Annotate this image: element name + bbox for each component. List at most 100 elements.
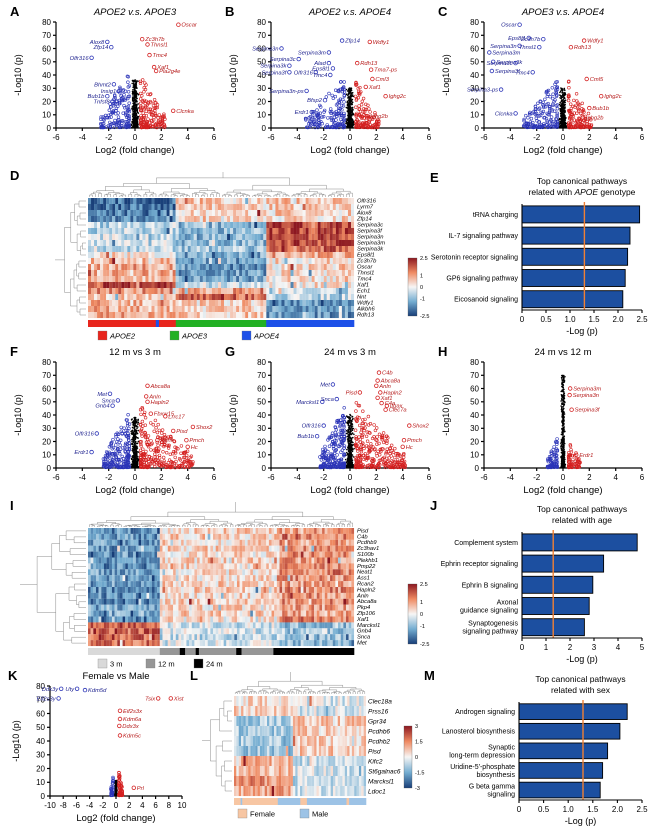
svg-text:20: 20 (257, 97, 266, 106)
x-axis-label: -Log (p) (566, 654, 598, 664)
heatmap-row-label: Olfr316 (357, 199, 377, 205)
axes (521, 532, 643, 641)
heatmap-row-label: Marcksl1 (357, 623, 380, 629)
x-axis-label: Log2 (fold change) (310, 485, 389, 496)
pathway-label: Androgen signaling (455, 709, 515, 716)
pathway-bar (518, 722, 621, 740)
svg-text:30: 30 (470, 84, 479, 93)
gene-marker: Abca8a (375, 378, 401, 385)
gene-label: Penk (160, 438, 174, 444)
gene-label: Serpina3n-ps (269, 89, 304, 95)
gene-marker: Ighg2c (383, 93, 406, 100)
group-band (266, 320, 355, 327)
gene-marker: Alad (313, 60, 332, 67)
svg-text:0: 0 (475, 124, 480, 133)
group-band (300, 798, 308, 805)
gene-marker: Abca8a (145, 383, 171, 390)
x-axis-label: Log2 (fold change) (76, 813, 155, 824)
pathway-label: tRNA charging (473, 212, 518, 219)
point-cloud (521, 79, 594, 130)
gene-marker: Shox2 (407, 423, 430, 430)
heatmap-cells (88, 198, 355, 319)
gene-label: C4a (385, 401, 396, 407)
gene-marker: Serpina3m (567, 386, 601, 393)
gene-label: Tnfsf8 (93, 100, 110, 106)
gene-label: Olfr316 (294, 70, 314, 76)
gene-marker: Snca (321, 396, 339, 403)
heatmap-row-label: Abca8a (356, 599, 377, 605)
chart-title: related with APOE genotype (529, 187, 636, 197)
gene-marker: Erdr1 (295, 109, 314, 116)
gene-marker: Oscar (501, 22, 522, 29)
gene-label: Xist (173, 696, 184, 702)
gene-marker: Eif2s3y (37, 696, 61, 702)
axes (521, 204, 643, 313)
gene-label: Tma7-ps (374, 68, 397, 74)
gene-label: Zc3h7b (520, 37, 541, 43)
heatmap-row-label: Tmc4 (357, 277, 372, 283)
pathway-label: long-term depression (449, 752, 515, 759)
gene-marker: Olfr316 (302, 423, 326, 430)
gene-marker: Tmc4 (147, 52, 167, 59)
heatmap-row-label: St6galnac6 (368, 769, 401, 776)
heatmap-row-label: Pisd (357, 528, 369, 534)
gene-marker: Uty (65, 686, 80, 693)
heatmap-row-label: Met (357, 641, 367, 647)
pathway-label: Serotonin receptor signaling (431, 254, 518, 261)
group-band (240, 798, 243, 805)
gene-marker: Hapln2 (378, 390, 402, 397)
gene-marker: Marcksl1 (296, 399, 325, 406)
gene-marker: Kdm5c (117, 733, 141, 740)
gene-label: Xaf1 (380, 396, 393, 402)
panel-letter-a: A (10, 4, 20, 19)
group-band (179, 648, 186, 655)
colorbar-tick: -2.5 (420, 314, 429, 320)
heatmap-row-label: Lyrm7 (357, 205, 374, 211)
gene-marker: Serpina3n (490, 43, 522, 50)
gene-marker: Xist (168, 696, 184, 702)
chart-title: APOE2 v.s. APOE3 (93, 7, 177, 18)
gene-marker: Serpina3m (298, 50, 332, 57)
gene-marker: Tma7-ps (368, 67, 397, 74)
gene-marker: Zc3h7b (139, 37, 165, 43)
gene-marker: Xaf1 (375, 395, 393, 402)
gene-label: Serpina3k (260, 64, 287, 70)
gene-marker: Serpina3f (569, 407, 601, 414)
svg-text:4: 4 (185, 133, 190, 142)
svg-text:80: 80 (470, 18, 479, 27)
chart-title: APOE3 v.s. APOE4 (521, 7, 604, 18)
group-band (236, 648, 242, 655)
svg-text:70: 70 (42, 31, 51, 40)
pathway-label: Ephrin B signaling (462, 582, 519, 589)
heatmap-row-label: Xaf1 (356, 617, 369, 623)
gene-label: Eif2s3x (123, 709, 143, 715)
gene-label: Serpina3f (495, 69, 521, 75)
gene-label: Thnsl1 (151, 43, 168, 49)
heatmap-row-label: Pcdhb2 (368, 739, 390, 746)
panel-letter-e: E (430, 170, 439, 185)
gene-label: Oscar (501, 23, 518, 29)
panel-l-heatmap: Clec18a Prss16 Gpr34 Pcdhb6 Pcdhb2 Pisd Kifc2 S… (190, 668, 424, 828)
gene-label: C4b (382, 371, 393, 377)
gene-label: Serpina3c (270, 57, 296, 63)
svg-text:6: 6 (427, 133, 432, 142)
panel-letter-i: I (10, 498, 14, 513)
legend-item: APOE2 (97, 330, 136, 341)
heatmap-row-label: Serpina3m (357, 241, 385, 247)
group-band (277, 798, 301, 805)
pathway-label: guidance signaling (460, 608, 518, 615)
panel-letter-d: D (10, 168, 20, 183)
svg-text:0: 0 (262, 124, 267, 133)
x-axis-label: Log2 (fold change) (95, 485, 174, 496)
heatmap-row-label: S100b (357, 552, 375, 558)
heatmap-row-label: Pcdhb9 (357, 540, 377, 546)
gene-marker: Pla2g4e (153, 68, 181, 75)
heatmap-row-label: Serpina3f (357, 229, 383, 235)
heatmap-row-label: Zc3h7b (356, 259, 377, 265)
gene-label: Clec7a (389, 408, 408, 414)
gene-marker: Rdh13 (354, 60, 378, 67)
gene-marker: Pmch (401, 437, 422, 444)
svg-text:60: 60 (42, 44, 51, 53)
gene-label: Xaf1 (156, 65, 169, 71)
gene-label: Serpina3m (573, 387, 601, 393)
